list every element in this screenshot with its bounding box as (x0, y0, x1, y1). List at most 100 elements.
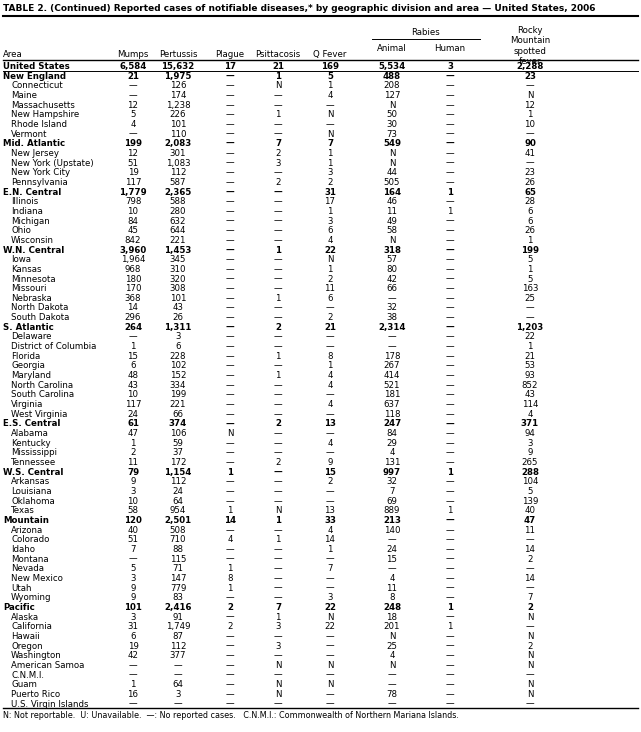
Text: 40: 40 (524, 507, 535, 515)
Text: —: — (226, 477, 235, 486)
Text: 213: 213 (383, 516, 401, 525)
Text: 2: 2 (275, 419, 281, 428)
Text: Pennsylvania: Pennsylvania (11, 178, 68, 187)
Text: —: — (388, 700, 396, 709)
Text: 296: 296 (125, 313, 141, 322)
Text: 1: 1 (130, 342, 136, 351)
Text: 58: 58 (128, 507, 138, 515)
Text: 637: 637 (384, 400, 400, 409)
Text: 4: 4 (328, 400, 333, 409)
Text: 13: 13 (324, 507, 335, 515)
Text: 180: 180 (125, 274, 141, 283)
Text: 3,960: 3,960 (119, 245, 147, 255)
Text: E.S. Central: E.S. Central (3, 419, 60, 428)
Text: —: — (445, 168, 454, 177)
Text: —: — (526, 313, 535, 322)
Text: 9: 9 (528, 449, 533, 458)
Text: Minnesota: Minnesota (11, 274, 56, 283)
Text: 1: 1 (328, 81, 333, 90)
Text: New York City: New York City (11, 168, 70, 177)
Text: —: — (274, 400, 282, 409)
Text: 66: 66 (387, 284, 397, 293)
Text: 3: 3 (175, 690, 181, 699)
Text: —: — (445, 294, 454, 303)
Text: 115: 115 (170, 555, 187, 564)
Text: 71: 71 (172, 564, 183, 573)
Text: —: — (129, 130, 137, 138)
Text: Delaware: Delaware (11, 332, 51, 341)
Text: N: N (275, 661, 281, 670)
Text: —: — (326, 574, 335, 583)
Text: N: N (327, 613, 333, 621)
Text: New England: New England (3, 72, 66, 81)
Text: 22: 22 (324, 245, 336, 255)
Text: 3: 3 (528, 438, 533, 448)
Text: 1,453: 1,453 (164, 245, 192, 255)
Text: N: N (388, 661, 395, 670)
Text: N: N (275, 690, 281, 699)
Text: 12: 12 (128, 100, 138, 110)
Text: —: — (274, 313, 282, 322)
Text: Mississippi: Mississippi (11, 449, 57, 458)
Text: —: — (274, 217, 282, 225)
Text: —: — (274, 332, 282, 341)
Text: Idaho: Idaho (11, 545, 35, 554)
Text: —: — (226, 284, 235, 293)
Text: —: — (226, 313, 235, 322)
Text: 58: 58 (387, 226, 397, 235)
Text: —: — (445, 429, 454, 438)
Text: 4: 4 (328, 371, 333, 380)
Text: 131: 131 (384, 458, 400, 467)
Text: 14: 14 (224, 516, 236, 525)
Text: —: — (526, 81, 535, 90)
Text: 320: 320 (170, 274, 187, 283)
Text: —: — (274, 120, 282, 129)
Text: —: — (445, 680, 454, 690)
Text: —: — (226, 700, 235, 709)
Text: —: — (274, 477, 282, 486)
Text: 14: 14 (128, 304, 138, 313)
Text: —: — (445, 487, 454, 496)
Text: —: — (226, 419, 235, 428)
Text: 15: 15 (387, 555, 397, 564)
Text: TABLE 2. (Continued) Reported cases of notifiable diseases,* by geographic divis: TABLE 2. (Continued) Reported cases of n… (3, 4, 595, 13)
Text: S. Atlantic: S. Atlantic (3, 323, 54, 332)
Text: 9: 9 (130, 583, 136, 593)
Text: —: — (445, 139, 454, 149)
Text: 164: 164 (383, 187, 401, 197)
Text: 505: 505 (384, 178, 400, 187)
Text: Guam: Guam (11, 680, 37, 690)
Text: —: — (226, 274, 235, 283)
Text: —: — (445, 81, 454, 90)
Text: 93: 93 (524, 371, 535, 380)
Text: 288: 288 (521, 468, 539, 477)
Text: —: — (226, 371, 235, 380)
Text: —: — (129, 555, 137, 564)
Text: 4: 4 (328, 381, 333, 389)
Text: 3: 3 (328, 593, 333, 602)
Text: 4: 4 (528, 410, 533, 419)
Text: 7: 7 (328, 564, 333, 573)
Text: —: — (274, 583, 282, 593)
Text: —: — (445, 352, 454, 361)
Text: 6: 6 (130, 362, 136, 370)
Text: 47: 47 (524, 516, 536, 525)
Text: 21: 21 (524, 352, 535, 361)
Text: Wisconsin: Wisconsin (11, 236, 54, 245)
Text: —: — (226, 487, 235, 496)
Text: —: — (445, 371, 454, 380)
Text: —: — (226, 323, 235, 332)
Text: W.N. Central: W.N. Central (3, 245, 64, 255)
Text: —: — (226, 458, 235, 467)
Text: 23: 23 (524, 168, 535, 177)
Text: 1,779: 1,779 (119, 187, 147, 197)
Text: 3: 3 (328, 168, 333, 177)
Text: 87: 87 (172, 632, 183, 641)
Text: 264: 264 (124, 323, 142, 332)
Text: —: — (326, 342, 335, 351)
Text: 18: 18 (387, 613, 397, 621)
Text: 1: 1 (275, 371, 281, 380)
Text: New Hampshire: New Hampshire (11, 111, 79, 119)
Text: —: — (445, 130, 454, 138)
Text: 1: 1 (328, 265, 333, 274)
